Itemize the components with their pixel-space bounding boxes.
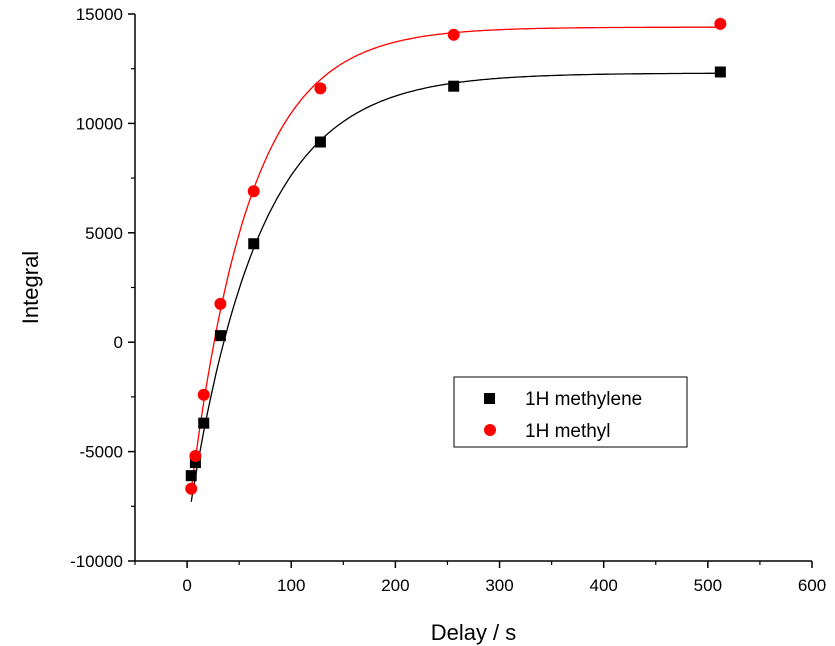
data-point-square bbox=[185, 470, 197, 482]
data-points bbox=[185, 17, 727, 495]
data-point-circle bbox=[247, 185, 260, 198]
data-point-circle bbox=[447, 28, 460, 41]
legend-marker-1h-methyl bbox=[484, 424, 496, 436]
x-tick-label: 0 bbox=[182, 576, 191, 595]
data-point-circle bbox=[214, 297, 227, 310]
data-point-square bbox=[198, 417, 210, 429]
x-tick-label: 200 bbox=[381, 576, 409, 595]
y-tick-label: -5000 bbox=[80, 443, 123, 462]
data-point-square bbox=[248, 238, 260, 250]
x-tick-label: 300 bbox=[485, 576, 513, 595]
data-point-square bbox=[214, 330, 226, 342]
x-tick-label: 100 bbox=[277, 576, 305, 595]
x-tick-label: 400 bbox=[590, 576, 618, 595]
axis-ticks: 0 100 200 300 400 500 600 -10000 -5000 0 5000 10000… bbox=[70, 5, 826, 595]
legend: 1H methylene 1H methyl bbox=[453, 376, 688, 448]
data-point-square bbox=[714, 66, 726, 78]
x-tick-label: 600 bbox=[798, 576, 826, 595]
y-axis-title: Integral bbox=[18, 251, 43, 324]
data-point-square bbox=[314, 136, 326, 148]
data-point-circle bbox=[314, 82, 327, 95]
y-tick-label: 15000 bbox=[76, 5, 123, 24]
y-tick-label: -10000 bbox=[70, 552, 123, 571]
data-point-square bbox=[448, 80, 460, 92]
data-point-square bbox=[189, 457, 201, 469]
data-point-circle bbox=[189, 449, 202, 462]
legend-box bbox=[453, 376, 688, 448]
legend-label-1h-methyl: 1H methyl bbox=[525, 421, 611, 442]
x-axis-title: Delay / s bbox=[431, 620, 517, 645]
y-tick-label: 10000 bbox=[76, 114, 123, 133]
x-tick-label: 500 bbox=[694, 576, 722, 595]
legend-label-1h-methylene: 1H methylene bbox=[525, 389, 642, 410]
data-point-circle bbox=[197, 388, 210, 401]
axes bbox=[134, 14, 812, 562]
data-point-circle bbox=[185, 482, 198, 495]
legend-marker-1h-methylene bbox=[484, 393, 495, 404]
y-tick-label: 5000 bbox=[85, 224, 123, 243]
y-tick-label: 0 bbox=[114, 333, 123, 352]
data-point-circle bbox=[714, 17, 727, 30]
